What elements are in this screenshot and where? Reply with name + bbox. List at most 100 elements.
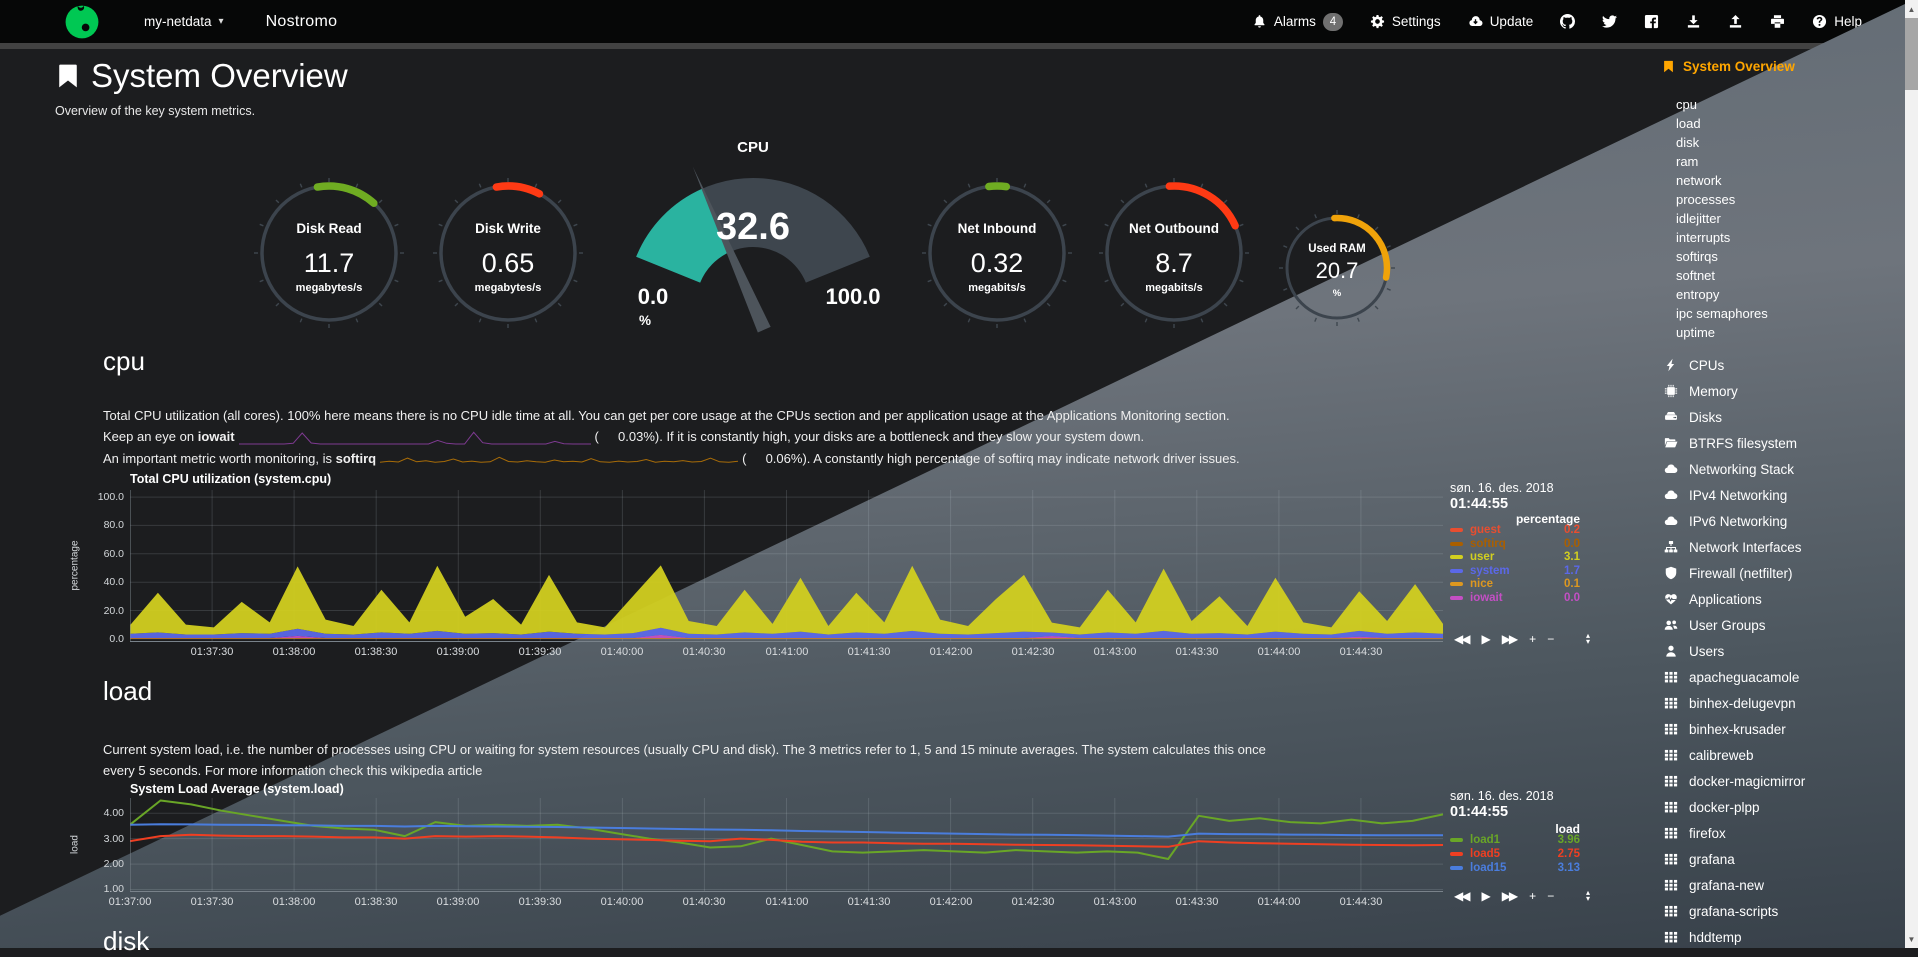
sidebar-item-btrfs-filesystem[interactable]: BTRFS filesystem bbox=[1662, 430, 1805, 456]
sidebar-item-networking-stack[interactable]: Networking Stack bbox=[1662, 456, 1805, 482]
sidebar-item-idlejitter[interactable]: idlejitter bbox=[1676, 209, 1768, 228]
sidebar-item-calibreweb[interactable]: calibreweb bbox=[1662, 742, 1805, 768]
scrollbar[interactable]: ▲ ▼ bbox=[1905, 0, 1918, 948]
sidebar-item-docker-plpp[interactable]: docker-plpp bbox=[1662, 794, 1805, 820]
sidebar-section-label: binhex-delugevpn bbox=[1689, 696, 1796, 711]
sidebar-section-label: IPv6 Networking bbox=[1689, 514, 1787, 529]
gauge-label: Used RAM bbox=[1279, 244, 1395, 256]
bookmark-icon bbox=[1662, 60, 1675, 73]
sitemap-icon bbox=[1662, 540, 1679, 554]
sidebar-item-binhex-delugevpn[interactable]: binhex-delugevpn bbox=[1662, 690, 1805, 716]
sidebar-item-apacheguacamole[interactable]: apacheguacamole bbox=[1662, 664, 1805, 690]
chart-zoom-in-button[interactable]: + bbox=[1529, 889, 1534, 903]
sidebar-item-interrupts[interactable]: interrupts bbox=[1676, 228, 1768, 247]
scroll-up-button[interactable]: ▲ bbox=[1905, 2, 1918, 16]
chart-title: System Load Average (system.load) bbox=[130, 782, 344, 796]
sidebar-item-disks[interactable]: Disks bbox=[1662, 404, 1805, 430]
sidebar-item-disk[interactable]: disk bbox=[1676, 133, 1768, 152]
chart-skip-backward-button[interactable]: ◀◀ bbox=[1454, 889, 1468, 903]
chart-zoom-out-button[interactable]: − bbox=[1547, 632, 1552, 646]
legend-date: søn. 16. des. 2018 bbox=[1450, 481, 1554, 495]
sidebar-item-ram[interactable]: ram bbox=[1676, 152, 1768, 171]
bookmark-icon bbox=[55, 61, 81, 91]
scrollbar-thumb[interactable] bbox=[1905, 18, 1918, 90]
xtick-label: 01:44:00 bbox=[1244, 646, 1314, 658]
sidebar-item-softirqs[interactable]: softirqs bbox=[1676, 247, 1768, 266]
sidebar-section-label: grafana-new bbox=[1689, 878, 1764, 893]
sidebar-item-ipc-semaphores[interactable]: ipc semaphores bbox=[1676, 304, 1768, 323]
sidebar-item-docker-magicmirror[interactable]: docker-magicmirror bbox=[1662, 768, 1805, 794]
sidebar-item-user-groups[interactable]: User Groups bbox=[1662, 612, 1805, 638]
section-heading-disk: disk bbox=[103, 926, 149, 957]
chart-skip-backward-button[interactable]: ◀◀ bbox=[1454, 632, 1468, 646]
gauge-label: Disk Write bbox=[433, 222, 583, 236]
ytick-label: 1.00 bbox=[78, 883, 124, 895]
iowait-metric-name: iowait bbox=[198, 427, 235, 448]
chart-play-button[interactable]: ▶ bbox=[1481, 632, 1488, 646]
grid-icon bbox=[1662, 800, 1679, 814]
sidebar-item-cpu[interactable]: cpu bbox=[1676, 95, 1768, 114]
sidebar-item-applications[interactable]: Applications bbox=[1662, 586, 1805, 612]
grid-icon bbox=[1662, 748, 1679, 762]
chart-skip-forward-button[interactable]: ▶▶ bbox=[1502, 889, 1516, 903]
xtick-label: 01:42:00 bbox=[916, 896, 986, 908]
chart-skip-forward-button[interactable]: ▶▶ bbox=[1502, 632, 1516, 646]
chart-zoom-out-button[interactable]: − bbox=[1547, 889, 1552, 903]
sidebar-section-label: BTRFS filesystem bbox=[1689, 436, 1797, 451]
chart-resize-handle[interactable]: ▴▾ bbox=[1586, 890, 1590, 902]
legend-date: søn. 16. des. 2018 bbox=[1450, 789, 1554, 803]
gauge-label: Disk Read bbox=[254, 222, 404, 236]
gauge-label: Net Outbound bbox=[1099, 222, 1249, 236]
sidebar-item-memory[interactable]: Memory bbox=[1662, 378, 1805, 404]
page-subtitle: Overview of the key system metrics. bbox=[55, 104, 348, 118]
sidebar-item-ipv4-networking[interactable]: IPv4 Networking bbox=[1662, 482, 1805, 508]
sidebar-item-hddtemp[interactable]: hddtemp bbox=[1662, 924, 1805, 950]
sidebar-item-binhex-krusader[interactable]: binhex-krusader bbox=[1662, 716, 1805, 742]
sidebar-item-load[interactable]: load bbox=[1676, 114, 1768, 133]
chart-play-button[interactable]: ▶ bbox=[1481, 889, 1488, 903]
sidebar-section-label: docker-magicmirror bbox=[1689, 774, 1805, 789]
sidebar-item-grafana-new[interactable]: grafana-new bbox=[1662, 872, 1805, 898]
sidebar-section-label: Users bbox=[1689, 644, 1724, 659]
sidebar-item-grafana-scripts[interactable]: grafana-scripts bbox=[1662, 898, 1805, 924]
sidebar-item-uptime[interactable]: uptime bbox=[1676, 323, 1768, 342]
scroll-down-button[interactable]: ▼ bbox=[1905, 932, 1918, 946]
sidebar-item-ipv6-networking[interactable]: IPv6 Networking bbox=[1662, 508, 1805, 534]
load-description: Current system load, i.e. the number of … bbox=[103, 740, 1288, 781]
sidebar-item-cpus[interactable]: CPUs bbox=[1662, 352, 1805, 378]
sidebar-item-system-overview[interactable]: System Overview bbox=[1662, 59, 1795, 74]
chart-zoom-in-button[interactable]: + bbox=[1529, 632, 1534, 646]
chart-load-canvas[interactable] bbox=[130, 798, 1443, 892]
sidebar-item-grafana[interactable]: grafana bbox=[1662, 846, 1805, 872]
softirq-sparkline[interactable] bbox=[380, 452, 738, 466]
sidebar-item-entropy[interactable]: entropy bbox=[1676, 285, 1768, 304]
iowait-sparkline[interactable] bbox=[239, 428, 591, 446]
sidebar-item-firefox[interactable]: firefox bbox=[1662, 820, 1805, 846]
sidebar-item-network-interfaces[interactable]: Network Interfaces bbox=[1662, 534, 1805, 560]
sidebar-active-label: System Overview bbox=[1683, 59, 1795, 74]
ytick-label: 60.0 bbox=[78, 548, 124, 560]
sidebar-item-users[interactable]: Users bbox=[1662, 638, 1805, 664]
xtick-label: 01:43:00 bbox=[1080, 646, 1150, 658]
cloud-icon bbox=[1662, 462, 1679, 476]
chart-cpu-canvas[interactable] bbox=[130, 490, 1443, 642]
sidebar-item-firewall-netfilter[interactable]: Firewall (netfilter) bbox=[1662, 560, 1805, 586]
sidebar-section-label: calibreweb bbox=[1689, 748, 1754, 763]
sidebar-item-processes[interactable]: processes bbox=[1676, 190, 1768, 209]
sidebar-section-label: Firewall (netfilter) bbox=[1689, 566, 1793, 581]
chart-resize-handle[interactable]: ▴▾ bbox=[1586, 633, 1590, 645]
gauge-units: megabytes/s bbox=[433, 283, 583, 294]
sidebar-item-softnet[interactable]: softnet bbox=[1676, 266, 1768, 285]
cpu-gauge-min: 0.0 bbox=[621, 286, 685, 308]
sidebar-item-network[interactable]: network bbox=[1676, 171, 1768, 190]
